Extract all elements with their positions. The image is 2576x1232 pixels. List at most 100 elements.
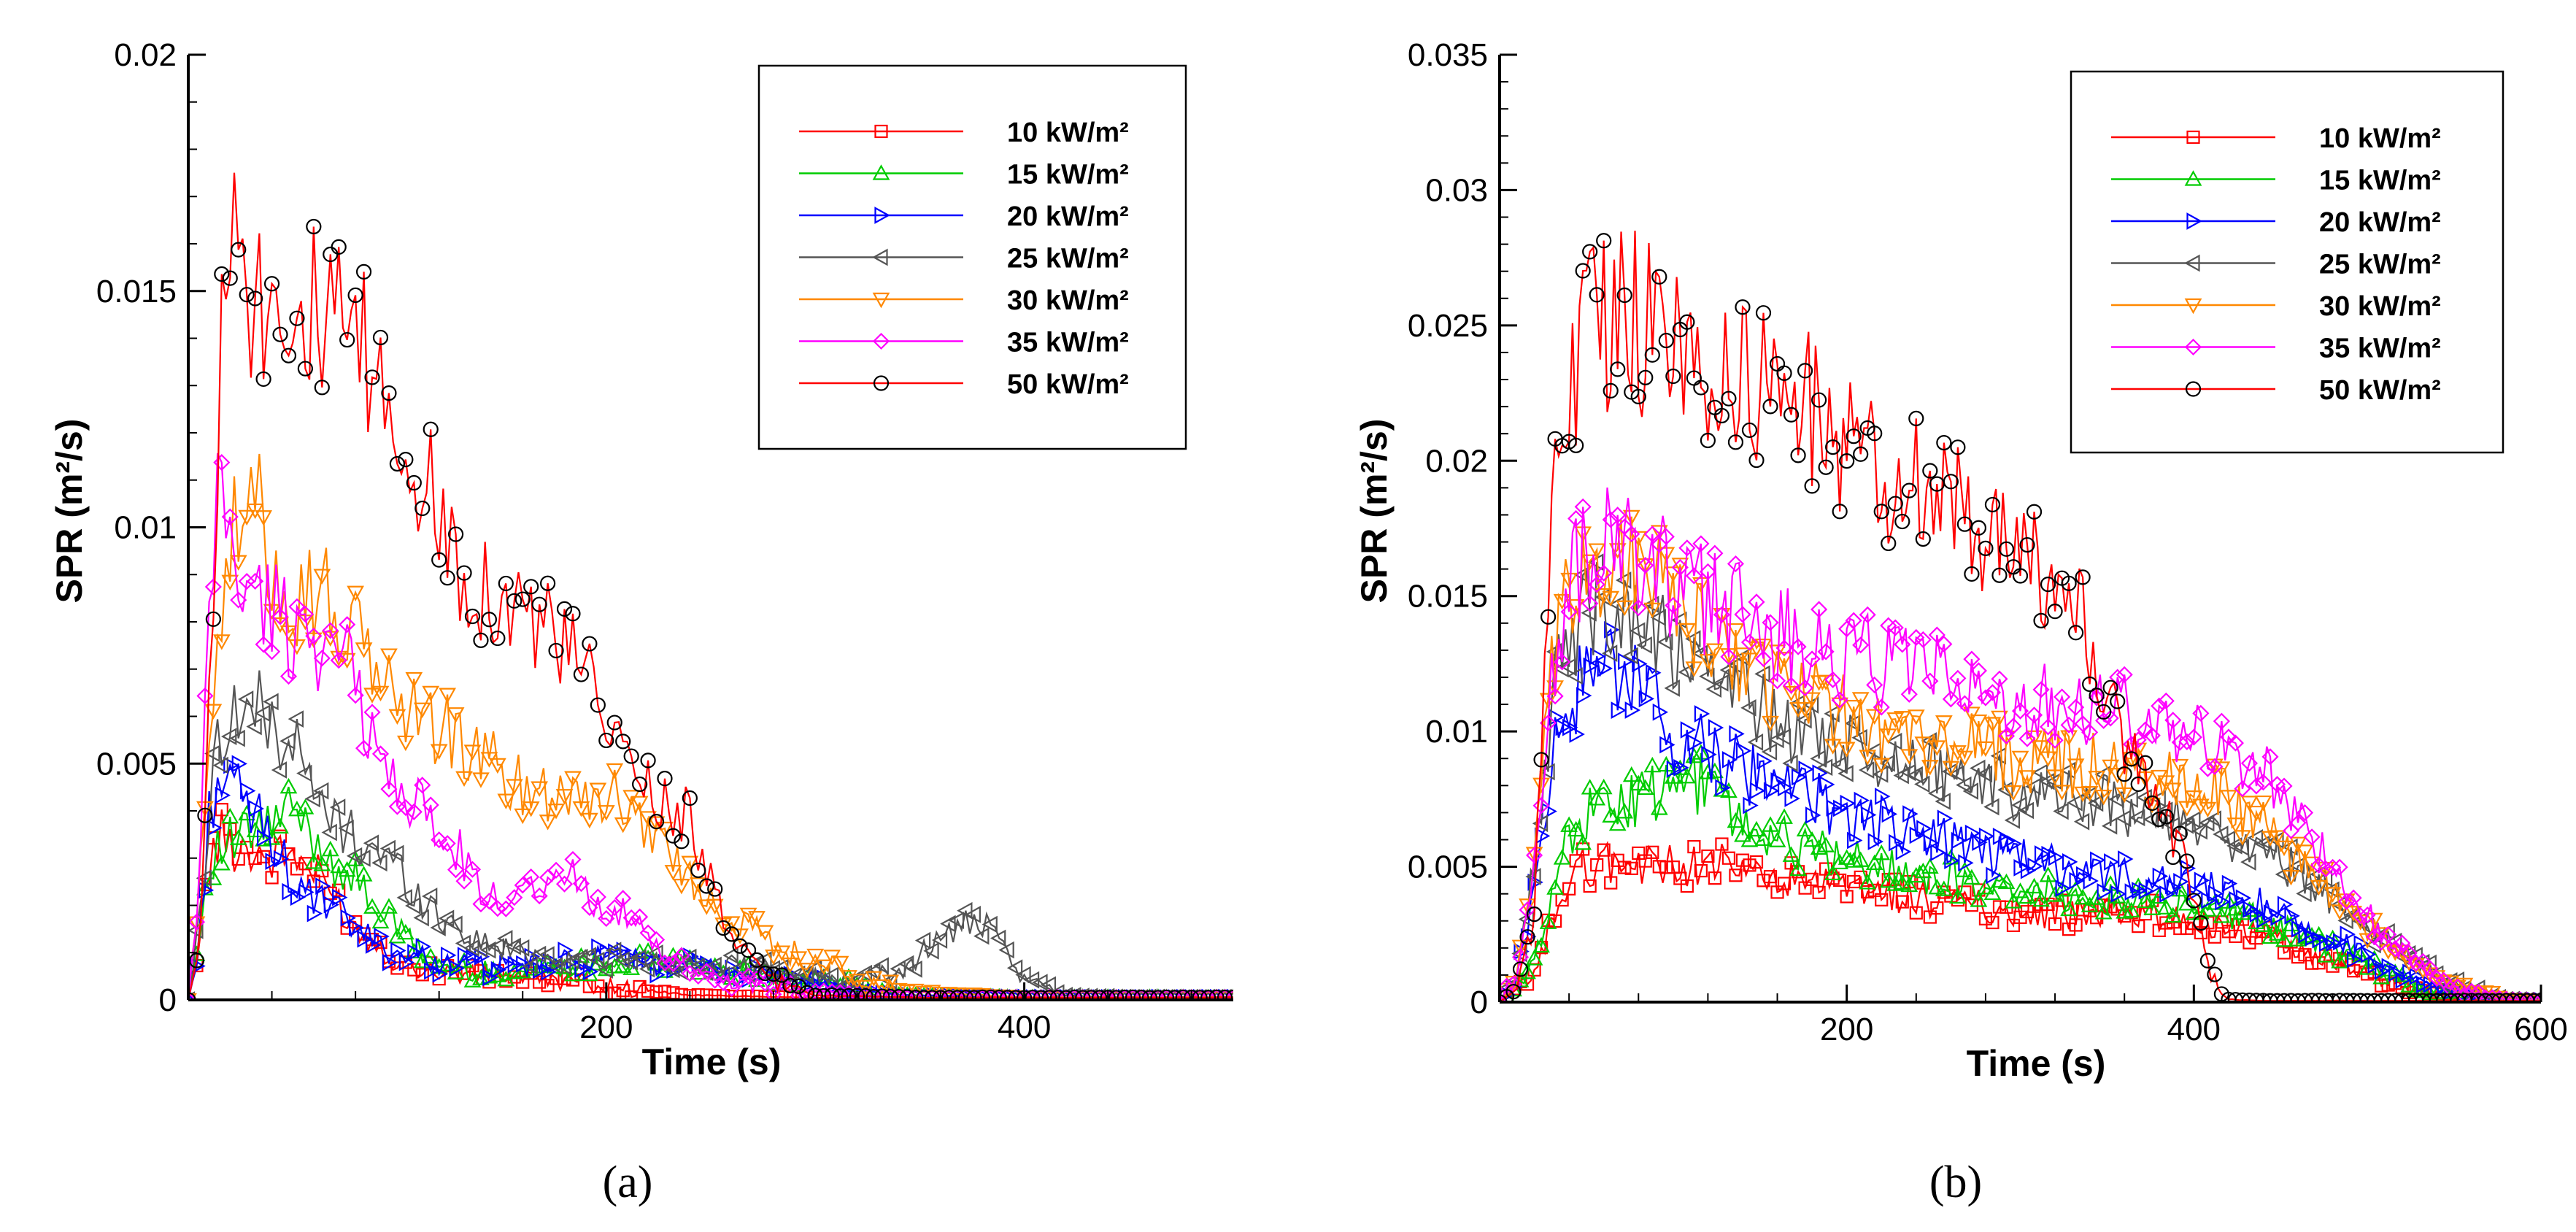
data-point [514,808,532,825]
data-point [1775,808,1793,824]
data-point [497,793,515,809]
data-point [722,947,739,965]
data-point [865,988,882,1000]
data-point [363,898,381,914]
data-point [1588,576,1605,593]
data-point [263,604,281,620]
data-point [1611,853,1624,867]
data-point [2143,899,2162,915]
data-point [724,926,740,942]
data-point [2025,730,2043,747]
data-point [355,866,373,882]
data-point [246,717,262,736]
data-point [1749,855,1764,869]
data-point [533,961,549,979]
data-point [1743,796,1759,815]
data-point [606,898,623,917]
data-point [1810,750,1826,768]
data-point [2207,966,2223,982]
data-point [774,967,790,983]
data-point [1798,761,1814,778]
data-point [1150,990,1166,1000]
data-point [1665,368,1681,385]
data-point [541,963,557,981]
data-point [580,947,596,965]
data-point [457,947,474,964]
data-point [1956,695,1973,712]
data-point [1812,885,1826,899]
data-point [1845,612,1862,629]
y-tick-label: 0.02 [114,37,177,73]
data-point [2421,960,2439,977]
data-point [1208,989,1225,1000]
legend-label: 25 kW/m² [1007,244,1129,274]
data-point [2040,576,2056,593]
data-point [1832,504,1848,520]
data-point [1830,756,1847,774]
data-point [1618,861,1632,874]
data-point [1914,775,1930,793]
data-point [1650,609,1666,626]
data-point [1894,513,1910,530]
data-point [1930,844,1946,861]
data-point [2074,888,2091,905]
data-point [499,955,515,973]
data-point [1907,709,1925,725]
data-point [347,585,364,601]
data-point [914,931,931,950]
data-point [2164,906,2182,923]
data-point [2504,991,2522,1002]
data-point [1117,989,1133,1000]
data-point [405,671,423,688]
data-point [1532,815,1549,833]
data-point [1893,711,1911,727]
data-point [1956,776,1972,794]
legend-marker [872,332,890,350]
data-point [856,964,873,982]
data-point [2386,940,2404,958]
series-line-b-1 [1500,752,2541,1002]
data-point [1583,879,1597,893]
data-point [1900,763,1916,782]
data-point [564,850,582,869]
data-point [539,815,557,831]
data-point [1678,768,1696,784]
data-point [2094,789,2113,806]
data-point [1958,854,1974,872]
data-point [1065,989,1083,1000]
data-point [1928,626,1946,644]
data-point [2394,934,2411,952]
data-point [1680,721,1697,739]
data-point [1576,687,1592,704]
data-point [279,625,298,642]
data-point [2073,812,2090,831]
data-point [657,771,673,787]
data-point [1837,742,1856,758]
data-point [1058,990,1074,1000]
data-point [1775,652,1793,668]
data-point [1041,988,1058,1000]
data-point [339,616,356,634]
data-point [649,985,663,999]
data-point [2213,761,2231,777]
data-point [1851,851,1870,867]
data-point [2041,897,2055,912]
data-point [1708,719,1724,736]
data-point [516,955,532,973]
data-point [2053,802,2069,820]
data-point [2067,758,2085,774]
data-point [2220,790,2237,806]
data-point [2345,889,2362,906]
data-point [548,642,564,659]
data-point [238,509,256,526]
data-point [1581,595,1599,612]
data-point [1007,988,1025,1000]
data-point [1192,990,1208,1000]
data-point [1983,717,2002,733]
data-point [1775,639,1793,657]
data-point [632,776,648,793]
data-point [414,777,431,794]
data-point [2379,944,2397,960]
data-point [1049,990,1066,1000]
data-point [1867,833,1883,850]
